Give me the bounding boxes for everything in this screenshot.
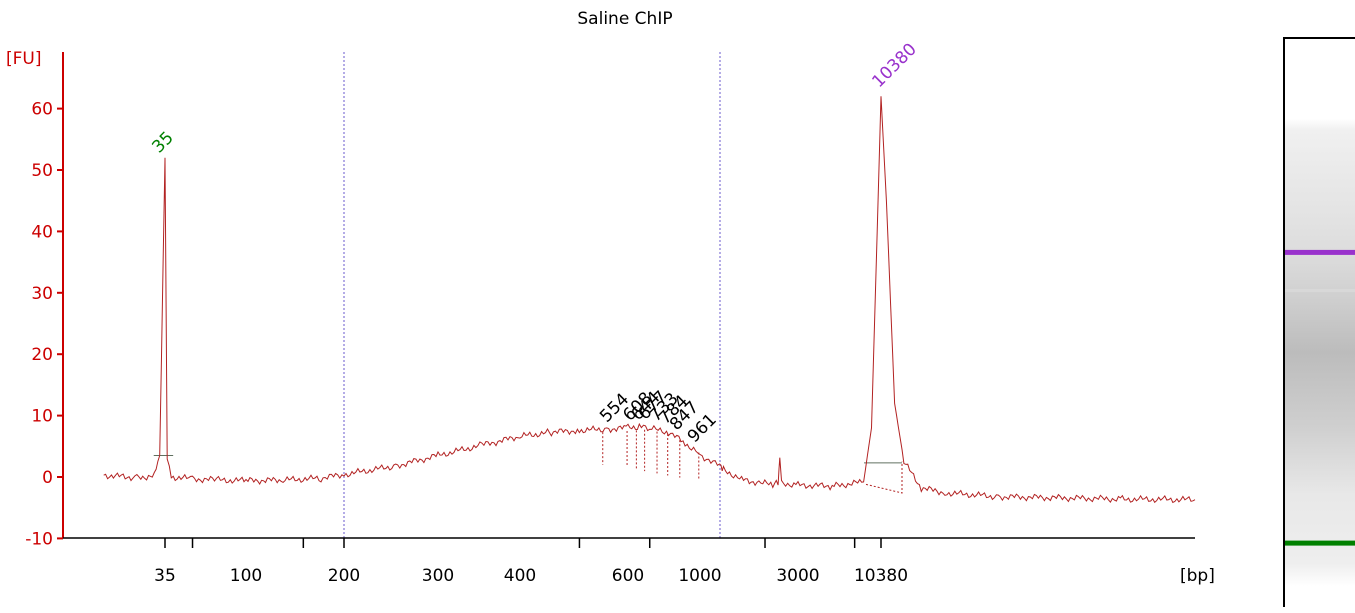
x-tick-label: 1000 (678, 566, 721, 586)
x-tick-label: 600 (612, 566, 644, 586)
x-tick-label: 400 (504, 566, 536, 586)
y-tick-label: 30 (31, 284, 53, 304)
region-marker-lines (343, 52, 721, 538)
gel-band-lower-marker (1285, 540, 1355, 546)
y-axis: -10 0 10 20 30 40 50 60 (25, 52, 64, 549)
chart-title: Saline ChIP (577, 9, 672, 29)
y-tick-label: 50 (31, 161, 53, 181)
gel-lane-panel (1283, 37, 1355, 609)
x-axis-unit-label: [bp] (1180, 566, 1215, 586)
y-tick-label: 10 (31, 407, 53, 427)
y-axis-unit-label: [FU] (6, 49, 42, 69)
x-axis: 35 100 200 300 400 600 1000 3000 10380 (63, 537, 1195, 586)
electropherogram-chart: Saline ChIP [FU] [bp] -10 0 10 20 30 40 50 60 3… (6, 9, 1215, 586)
x-tick-label: 35 (154, 566, 176, 586)
y-tick-label: 60 (31, 100, 53, 120)
gel-faint-band (1285, 289, 1355, 292)
peak-boundary (865, 461, 903, 494)
peak-label: 35 (148, 128, 177, 157)
trace-line (103, 96, 1196, 504)
gel-smear (1285, 39, 1355, 609)
y-tick-label: 40 (31, 222, 53, 242)
y-tick-label: -10 (25, 529, 53, 549)
x-tick-label: 100 (230, 566, 262, 586)
y-tick-label: 20 (31, 345, 53, 365)
x-tick-label: 300 (422, 566, 454, 586)
x-tick-label: 3000 (776, 566, 819, 586)
peak-baselines (153, 429, 903, 494)
x-tick-label: 200 (328, 566, 360, 586)
peak-label: 10380 (868, 39, 920, 91)
gel-band-upper-marker (1285, 249, 1355, 255)
x-tick-label: 10380 (854, 566, 908, 586)
gel-lane (1285, 39, 1355, 609)
y-tick-label: 0 (42, 468, 53, 488)
trace (103, 96, 1196, 504)
